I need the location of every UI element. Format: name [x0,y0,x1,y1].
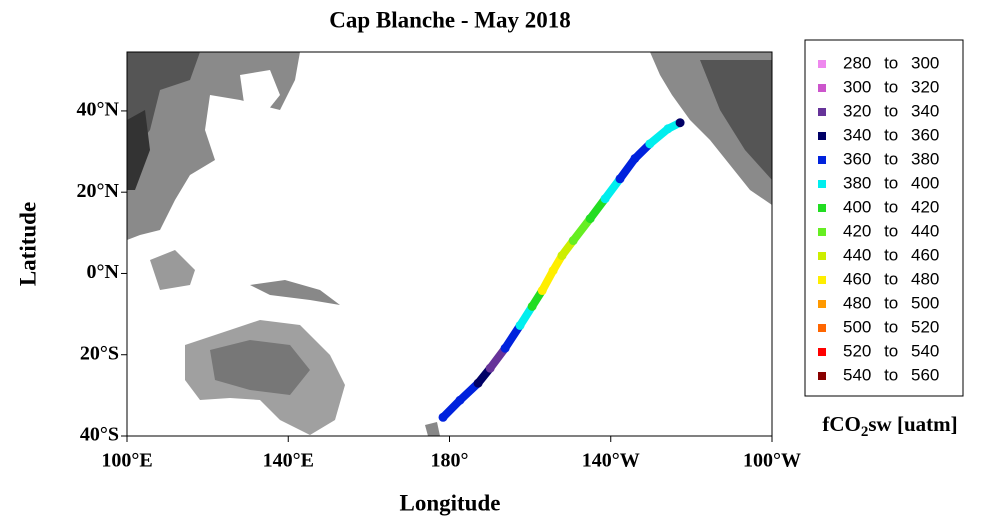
x-tick-label: 100°E [101,450,152,472]
track-segment [569,214,595,245]
legend-swatch [818,204,826,212]
legend-label: 540 to 560 [843,365,939,384]
legend-label: 440 to 460 [843,245,939,264]
track-point [473,378,483,388]
legend-label: 500 to 520 [843,317,939,336]
track-point [585,214,595,224]
y-axis-label: Latitude [15,202,40,286]
track-point [568,236,578,246]
legend-title-rest: sw [uatm] [868,412,957,436]
track-point [485,363,495,373]
track-point [537,286,547,296]
track-point [500,343,510,353]
legend-swatch [818,180,826,188]
legend-swatch [818,324,826,332]
legend-label: 480 to 500 [843,293,939,312]
legend-title-sub: 2 [861,424,869,440]
track-point [548,266,558,276]
y-tick-label: 0°N [87,261,120,283]
track-point [630,153,640,163]
legend-label: 400 to 420 [843,197,939,216]
legend-title-main: fCO [822,412,861,436]
y-tick-label: 40°S [80,424,119,446]
x-axis-label: Longitude [400,490,501,515]
track-point [675,118,685,128]
legend-label: 360 to 380 [843,149,939,168]
legend-label: 320 to 340 [843,101,939,120]
australia-relief [210,340,310,395]
y-tick-label: 20°S [80,342,119,364]
track-point [557,251,567,261]
legend-swatch [818,132,826,140]
map-title: Cap Blanche - May 2018 [329,7,571,32]
track-segment [501,321,525,353]
legend-box [804,39,964,397]
legend-label: 380 to 400 [843,173,939,192]
legend-swatch [818,300,826,308]
north-america-high [700,60,772,180]
x-tick-label: 180° [431,450,469,472]
track-point [438,412,448,422]
legend-swatch [818,60,826,68]
asia-peak [127,110,150,190]
x-tick-label: 100°W [743,450,801,472]
track-point [600,194,610,204]
legend-swatch [818,84,826,92]
legend-swatch [818,276,826,284]
legend-swatch [818,108,826,116]
track-point [645,139,655,149]
land [127,52,772,436]
legend-swatch [818,372,826,380]
legend-label: 460 to 480 [843,269,939,288]
y-tick-label: 20°N [77,180,120,202]
legend-swatch [818,348,826,356]
legend-label: 280 to 300 [843,53,939,72]
legend-label: 340 to 360 [843,125,939,144]
legend-label: 420 to 440 [843,221,939,240]
x-tick-label: 140°E [263,450,314,472]
track-point [527,301,537,311]
track-point [515,320,525,330]
new-zealand [425,422,440,436]
legend-label: 300 to 320 [843,77,939,96]
lake [240,70,280,120]
legend-swatch [818,228,826,236]
x-tick-label: 140°W [582,450,640,472]
track-point [663,124,673,134]
track-point [455,395,465,405]
legend-swatch [818,252,826,260]
islands [150,250,195,290]
track [438,118,685,422]
legend-swatch [818,156,826,164]
y-tick-label: 40°N [77,99,120,121]
new-guinea [250,280,340,305]
legend-title: fCO2sw [uatm] [822,412,957,441]
legend-label: 520 to 540 [843,341,939,360]
track-point [615,174,625,184]
